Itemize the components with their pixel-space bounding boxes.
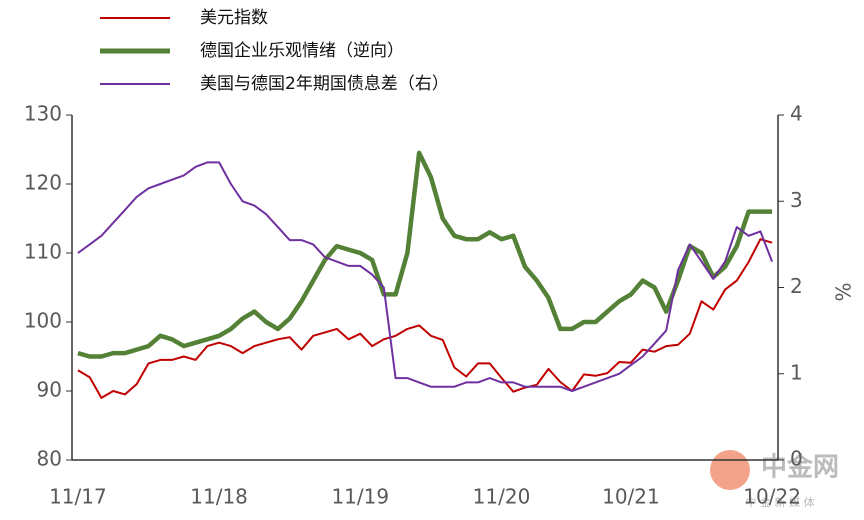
y-tick-label: 100 — [24, 309, 62, 333]
x-tick-label: 11/20 — [473, 485, 531, 509]
y2-tick-label: 4 — [790, 102, 803, 126]
series-line — [77, 161, 774, 392]
watermark-sub: 中 金 新 媒 体 — [746, 495, 815, 509]
y-tick-label: 90 — [37, 378, 62, 402]
y-tick-label: 120 — [24, 171, 62, 195]
x-tick-label: 11/17 — [49, 485, 107, 509]
y2-tick-label: 2 — [790, 274, 803, 298]
y2-axis-label: % — [832, 282, 856, 301]
y-tick-label: 80 — [37, 447, 62, 471]
x-tick-label: 11/18 — [190, 485, 248, 509]
y2-tick-label: 0 — [790, 447, 803, 471]
series-line — [77, 150, 773, 359]
y2-tick-label: 1 — [790, 360, 803, 384]
legend-label: 德国企业乐观情绪（逆向） — [200, 41, 404, 61]
series-line — [77, 238, 773, 399]
y-tick-label: 110 — [24, 240, 62, 264]
x-tick-label: 10/22 — [743, 485, 801, 509]
x-tick-label: 10/21 — [602, 485, 660, 509]
watermark: 中金网 — [761, 452, 839, 483]
legend-label: 美国与德国2年期国债息差（右） — [200, 74, 449, 94]
y2-tick-label: 3 — [790, 188, 803, 212]
y-tick-label: 130 — [24, 102, 62, 126]
legend-label: 美元指数 — [200, 8, 268, 28]
x-tick-label: 11/19 — [331, 485, 389, 509]
